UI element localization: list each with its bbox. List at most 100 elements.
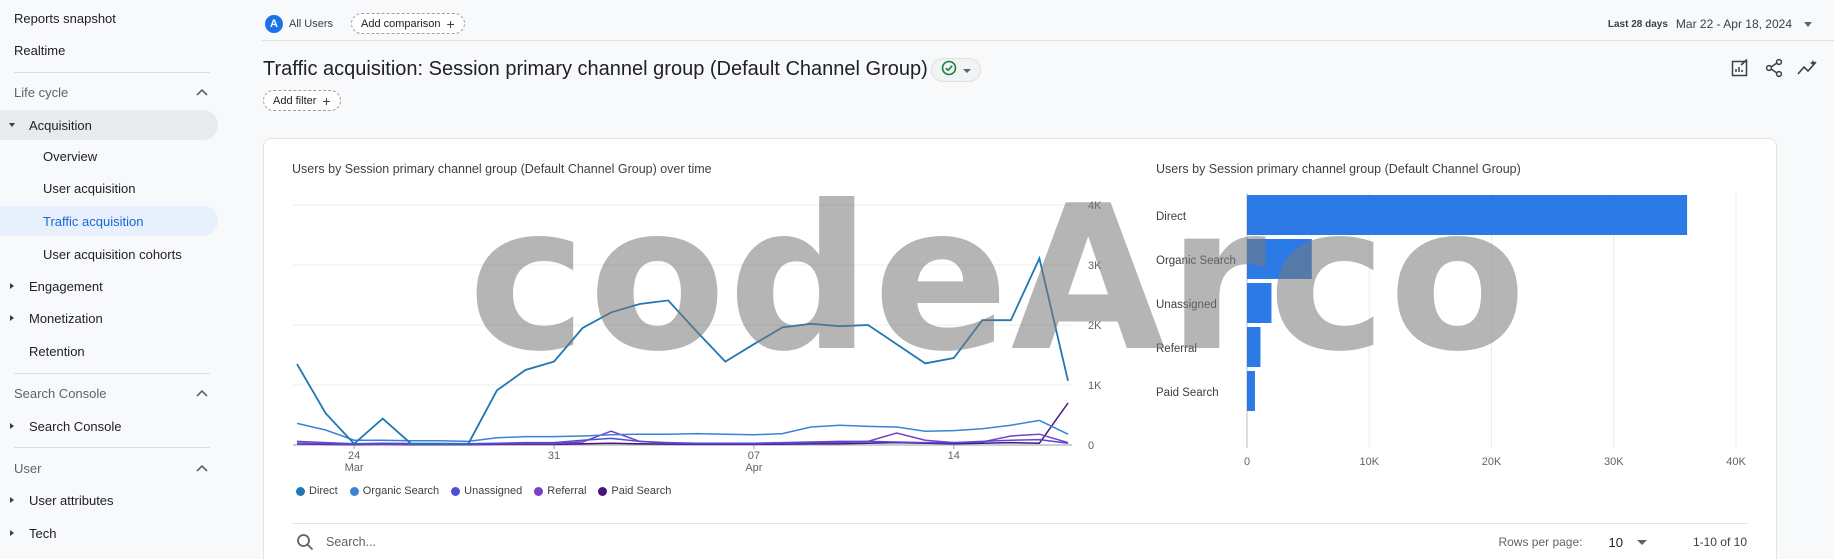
legend-item-referral[interactable]: Referral bbox=[534, 485, 586, 497]
caret-right-icon bbox=[8, 422, 16, 430]
x-tick-month-label: Mar bbox=[345, 462, 364, 474]
sidebar-item-engagement[interactable]: Engagement bbox=[0, 271, 210, 301]
sidebar-item-label: Acquisition bbox=[29, 118, 92, 133]
edit-report-icon[interactable] bbox=[1728, 56, 1752, 80]
avatar: A bbox=[265, 15, 283, 33]
dropdown-arrow-icon bbox=[1804, 21, 1812, 27]
sidebar-item-search-console[interactable]: Search Console bbox=[0, 411, 210, 441]
legend-item-organic-search[interactable]: Organic Search bbox=[349, 485, 440, 497]
add-filter-button[interactable]: Add filter + bbox=[263, 90, 341, 111]
insights-icon[interactable] bbox=[1796, 56, 1820, 80]
sidebar-item-label: Monetization bbox=[29, 310, 103, 326]
bar bbox=[1247, 195, 1688, 235]
caret-right-icon bbox=[8, 529, 16, 537]
sidebar-item-label: Realtime bbox=[14, 42, 66, 58]
y-tick-label: 2K bbox=[1088, 320, 1102, 332]
rows-per-page-select[interactable]: 10 bbox=[1608, 534, 1647, 550]
chevron-up-icon bbox=[194, 460, 210, 476]
section-label: Life cycle bbox=[14, 84, 69, 100]
x-tick-label: 07 bbox=[748, 450, 760, 462]
sidebar: Reports snapshot Realtime Life cycle Acq… bbox=[0, 0, 222, 559]
section-label: Search Console bbox=[14, 385, 107, 401]
y-tick-label: 3K bbox=[1088, 260, 1102, 272]
x-tick-label: 24 bbox=[348, 450, 360, 462]
x-tick-label: 20K bbox=[1482, 456, 1502, 468]
x-tick-label: 30K bbox=[1604, 456, 1624, 468]
date-range-label: Mar 22 - Apr 18, 2024 bbox=[1675, 17, 1792, 31]
sidebar-item-user-attributes[interactable]: User attributes bbox=[0, 485, 210, 515]
sidebar-item-label: Tech bbox=[29, 525, 57, 541]
sidebar-item-tech[interactable]: Tech bbox=[0, 518, 210, 548]
report-toolbar bbox=[1728, 56, 1820, 80]
line-chart-title: Users by Session primary channel group (… bbox=[292, 162, 712, 176]
divider bbox=[14, 447, 210, 448]
sidebar-item-acquisition[interactable]: Acquisition bbox=[0, 110, 218, 140]
page-title: Traffic acquisition: Session primary cha… bbox=[263, 58, 928, 80]
segment-label: All Users bbox=[289, 18, 334, 30]
pagination-label: 1-10 of 10 bbox=[1692, 535, 1747, 549]
search-input[interactable] bbox=[326, 534, 726, 549]
pagination-controls: Rows per page: 10 1-10 of 10 bbox=[1498, 524, 1747, 559]
series-line-organic-search bbox=[296, 419, 1069, 443]
bar-chart-title: Users by Session primary channel group (… bbox=[1156, 162, 1521, 176]
x-tick-month-label: Apr bbox=[745, 462, 762, 474]
legend-dot bbox=[451, 486, 461, 496]
sidebar-item-label: User attributes bbox=[29, 492, 114, 508]
x-tick-label: 10K bbox=[1359, 456, 1379, 468]
sidebar-item-traffic-acquisition[interactable]: Traffic acquisition bbox=[0, 206, 218, 236]
section-label: User bbox=[14, 460, 42, 476]
share-icon[interactable] bbox=[1762, 56, 1786, 80]
caret-right-icon bbox=[8, 314, 16, 322]
add-comparison-button[interactable]: Add comparison + bbox=[351, 13, 465, 34]
legend-item-paid-search[interactable]: Paid Search bbox=[598, 485, 671, 497]
bar bbox=[1247, 283, 1272, 323]
sidebar-item-retention[interactable]: Retention bbox=[29, 336, 85, 366]
legend-label: Direct bbox=[309, 485, 338, 497]
bar bbox=[1247, 327, 1261, 367]
search-icon bbox=[296, 533, 314, 551]
date-range-picker[interactable]: Last 28 days Mar 22 - Apr 18, 2024 bbox=[1608, 14, 1812, 34]
y-tick-label: 4K bbox=[1088, 200, 1102, 212]
sidebar-item-user-acquisition-cohorts[interactable]: User acquisition cohorts bbox=[43, 239, 182, 269]
sidebar-item-label: Reports snapshot bbox=[14, 10, 116, 26]
sidebar-item-reports-snapshot[interactable]: Reports snapshot bbox=[14, 3, 116, 33]
x-tick-label: 0 bbox=[1244, 456, 1250, 468]
x-tick-label: 31 bbox=[548, 450, 560, 462]
section-search-console[interactable]: Search Console bbox=[14, 379, 210, 407]
dropdown-arrow-icon bbox=[962, 61, 972, 79]
sidebar-item-overview[interactable]: Overview bbox=[43, 141, 97, 171]
line-chart-legend: Direct Organic Search Unassigned Referra… bbox=[296, 485, 671, 497]
legend-dot bbox=[598, 486, 608, 496]
segment-chip[interactable]: A All Users bbox=[265, 14, 333, 34]
chevron-up-icon bbox=[194, 84, 210, 100]
sidebar-item-label: User acquisition cohorts bbox=[43, 246, 182, 262]
legend-label: Organic Search bbox=[362, 485, 440, 497]
chevron-up-icon bbox=[194, 385, 210, 401]
section-user[interactable]: User bbox=[14, 454, 210, 482]
caret-right-icon bbox=[8, 282, 16, 290]
sidebar-item-realtime[interactable]: Realtime bbox=[14, 35, 65, 65]
sidebar-item-user-acquisition[interactable]: User acquisition bbox=[43, 173, 136, 203]
rows-per-page-label: Rows per page: bbox=[1498, 535, 1583, 549]
category-label: Organic Search bbox=[1156, 255, 1236, 267]
category-label: Unassigned bbox=[1156, 299, 1217, 311]
plus-icon: + bbox=[446, 15, 455, 32]
sidebar-item-label: Traffic acquisition bbox=[43, 214, 144, 229]
sidebar-item-monetization[interactable]: Monetization bbox=[0, 303, 210, 333]
caret-right-icon bbox=[8, 496, 16, 504]
divider bbox=[14, 72, 210, 73]
y-tick-label: 1K bbox=[1088, 380, 1102, 392]
title-status-dropdown[interactable] bbox=[931, 58, 981, 82]
legend-label: Unassigned bbox=[464, 485, 523, 497]
plus-icon: + bbox=[322, 92, 331, 109]
bar bbox=[1247, 371, 1255, 411]
legend-item-direct[interactable]: Direct bbox=[296, 485, 338, 497]
section-lifecycle[interactable]: Life cycle bbox=[14, 78, 210, 106]
add-filter-label: Add filter bbox=[273, 94, 317, 107]
bar bbox=[1247, 239, 1312, 279]
legend-item-unassigned[interactable]: Unassigned bbox=[451, 485, 522, 497]
sidebar-item-label: User acquisition bbox=[43, 180, 136, 196]
rows-per-page-value: 10 bbox=[1608, 534, 1623, 550]
